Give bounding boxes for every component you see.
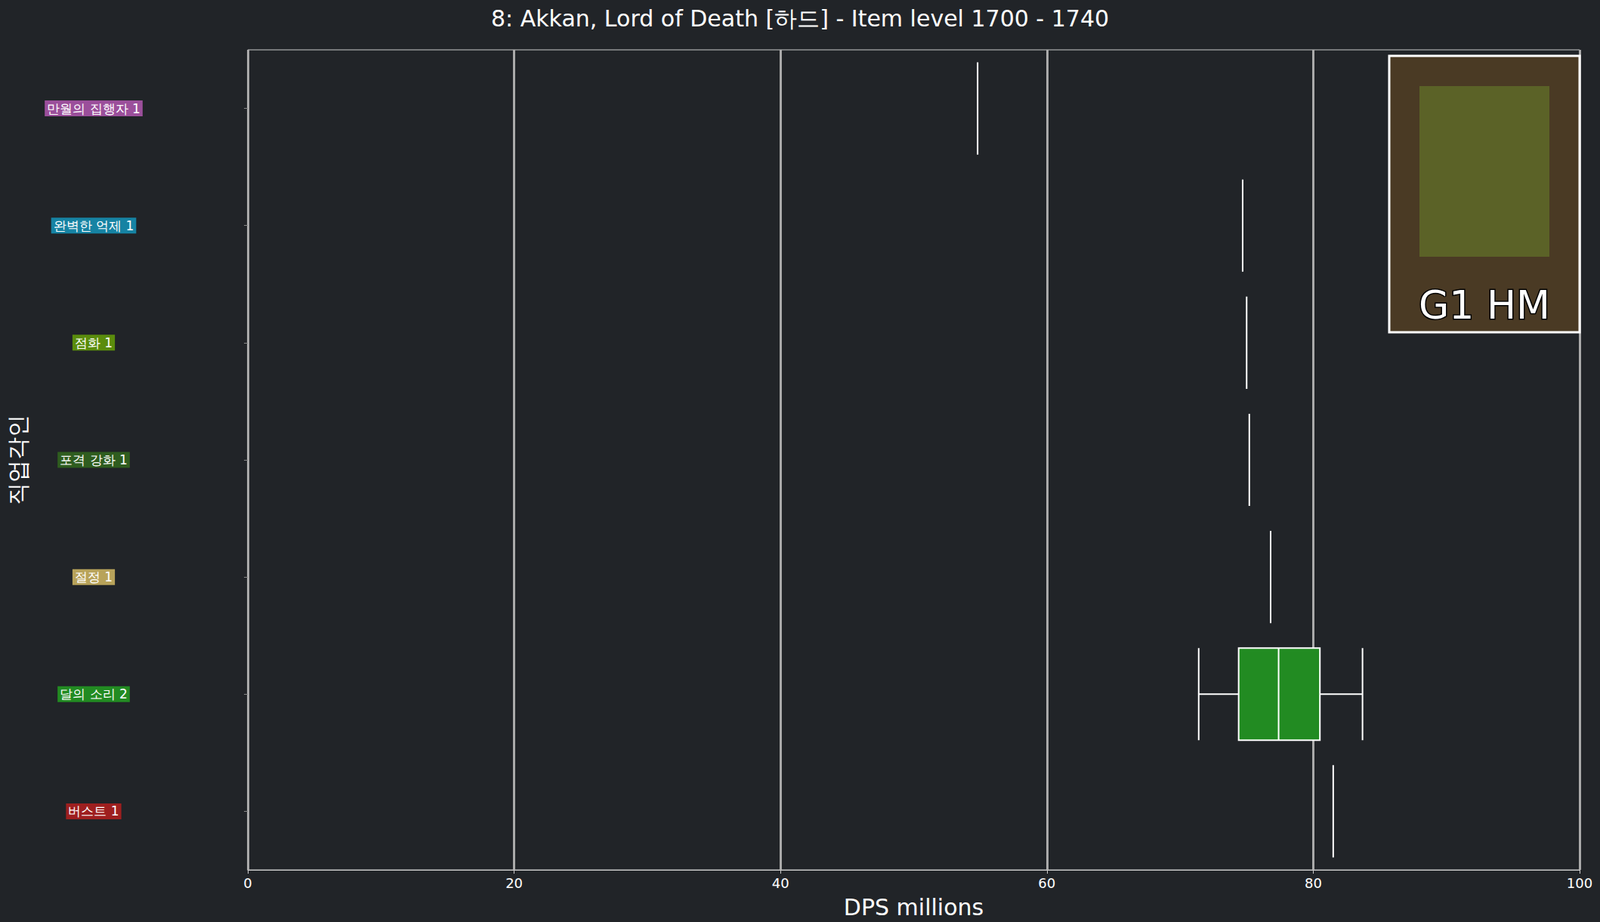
svg-text:직업각인: 직업각인 [4, 414, 31, 506]
svg-text:100: 100 [1566, 875, 1593, 892]
svg-text:DPS millions: DPS millions [843, 894, 984, 921]
svg-text:G1 HM: G1 HM [1418, 282, 1551, 328]
svg-text:버스트 1: 버스트 1 [67, 803, 119, 819]
svg-text:80: 80 [1304, 875, 1323, 892]
svg-text:0: 0 [243, 875, 252, 892]
svg-text:60: 60 [1037, 875, 1056, 892]
svg-text:절정 1: 절정 1 [74, 569, 113, 585]
svg-text:8: Akkan, Lord of Death [하드] -: 8: Akkan, Lord of Death [하드] - Item leve… [491, 5, 1109, 32]
svg-text:완벽한 억제 1: 완벽한 억제 1 [53, 218, 135, 234]
svg-text:20: 20 [505, 875, 523, 892]
svg-text:달의 소리 2: 달의 소리 2 [59, 686, 128, 702]
svg-text:포격 강화 1: 포격 강화 1 [59, 452, 128, 468]
svg-text:만월의 집행자 1: 만월의 집행자 1 [46, 101, 141, 117]
svg-text:점화 1: 점화 1 [74, 335, 113, 351]
svg-text:40: 40 [772, 875, 790, 892]
